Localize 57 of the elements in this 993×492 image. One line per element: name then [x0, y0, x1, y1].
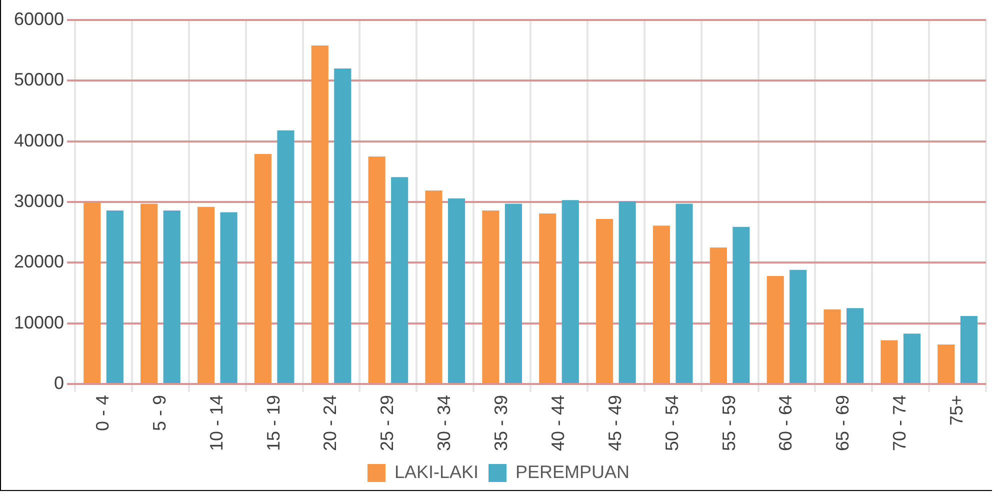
bar — [766, 276, 784, 383]
bar — [790, 270, 807, 383]
x-tick-label: 35 - 39 — [491, 394, 512, 452]
bar — [277, 130, 294, 383]
x-tick-label: 25 - 29 — [377, 394, 398, 452]
bar — [732, 226, 750, 383]
bar — [368, 156, 386, 383]
x-tick-label: 40 - 44 — [548, 394, 568, 452]
bar — [163, 210, 180, 383]
x-tick-label: 70 - 74 — [890, 394, 910, 452]
bar — [425, 190, 442, 383]
legend-label: LAKI-LAKI — [394, 462, 479, 482]
bar — [539, 214, 556, 383]
bar — [334, 68, 352, 383]
x-tick-label: 0 - 4 — [92, 394, 112, 431]
bar — [880, 340, 898, 383]
x-tick-label: 55 - 59 — [718, 394, 739, 452]
y-tick-label: 20000 — [14, 252, 64, 272]
bar — [106, 210, 124, 383]
bar — [220, 212, 238, 383]
bar — [846, 308, 864, 383]
bar — [824, 309, 841, 383]
bar — [562, 200, 579, 383]
y-tick-label: 0 — [54, 372, 64, 393]
x-tick-label: 20 - 24 — [320, 394, 340, 452]
x-tick-label: 45 - 49 — [604, 394, 625, 452]
bar — [504, 204, 522, 383]
bar — [596, 218, 614, 383]
x-tick-label: 10 - 14 — [206, 394, 226, 452]
x-tick-label: 15 - 19 — [263, 394, 284, 452]
bar — [391, 177, 408, 383]
bar — [938, 344, 955, 383]
bar — [140, 204, 158, 383]
bar — [903, 334, 921, 383]
y-tick-label: 50000 — [14, 70, 64, 90]
bar — [960, 316, 978, 383]
x-tick-label: 75+ — [946, 394, 966, 426]
bar — [652, 226, 670, 383]
bar — [84, 202, 101, 383]
x-tick-label: 30 - 34 — [434, 394, 454, 452]
bar — [197, 206, 215, 383]
x-tick-label: 50 - 54 — [662, 394, 682, 452]
bar — [618, 201, 636, 383]
bar — [254, 154, 272, 383]
bar — [710, 247, 727, 383]
x-tick-label: 65 - 69 — [832, 394, 853, 452]
x-tick-label: 5 - 9 — [149, 394, 170, 431]
bar — [676, 204, 693, 383]
y-tick-label: 40000 — [14, 130, 64, 150]
bar — [482, 210, 500, 383]
y-tick-label: 60000 — [14, 8, 64, 29]
y-tick-label: 10000 — [14, 312, 64, 332]
bar — [448, 198, 466, 383]
legend-label: PEREMPUAN — [516, 462, 630, 482]
y-tick-label: 30000 — [14, 190, 64, 211]
x-tick-label: 60 - 64 — [776, 394, 796, 452]
bar — [311, 45, 328, 383]
